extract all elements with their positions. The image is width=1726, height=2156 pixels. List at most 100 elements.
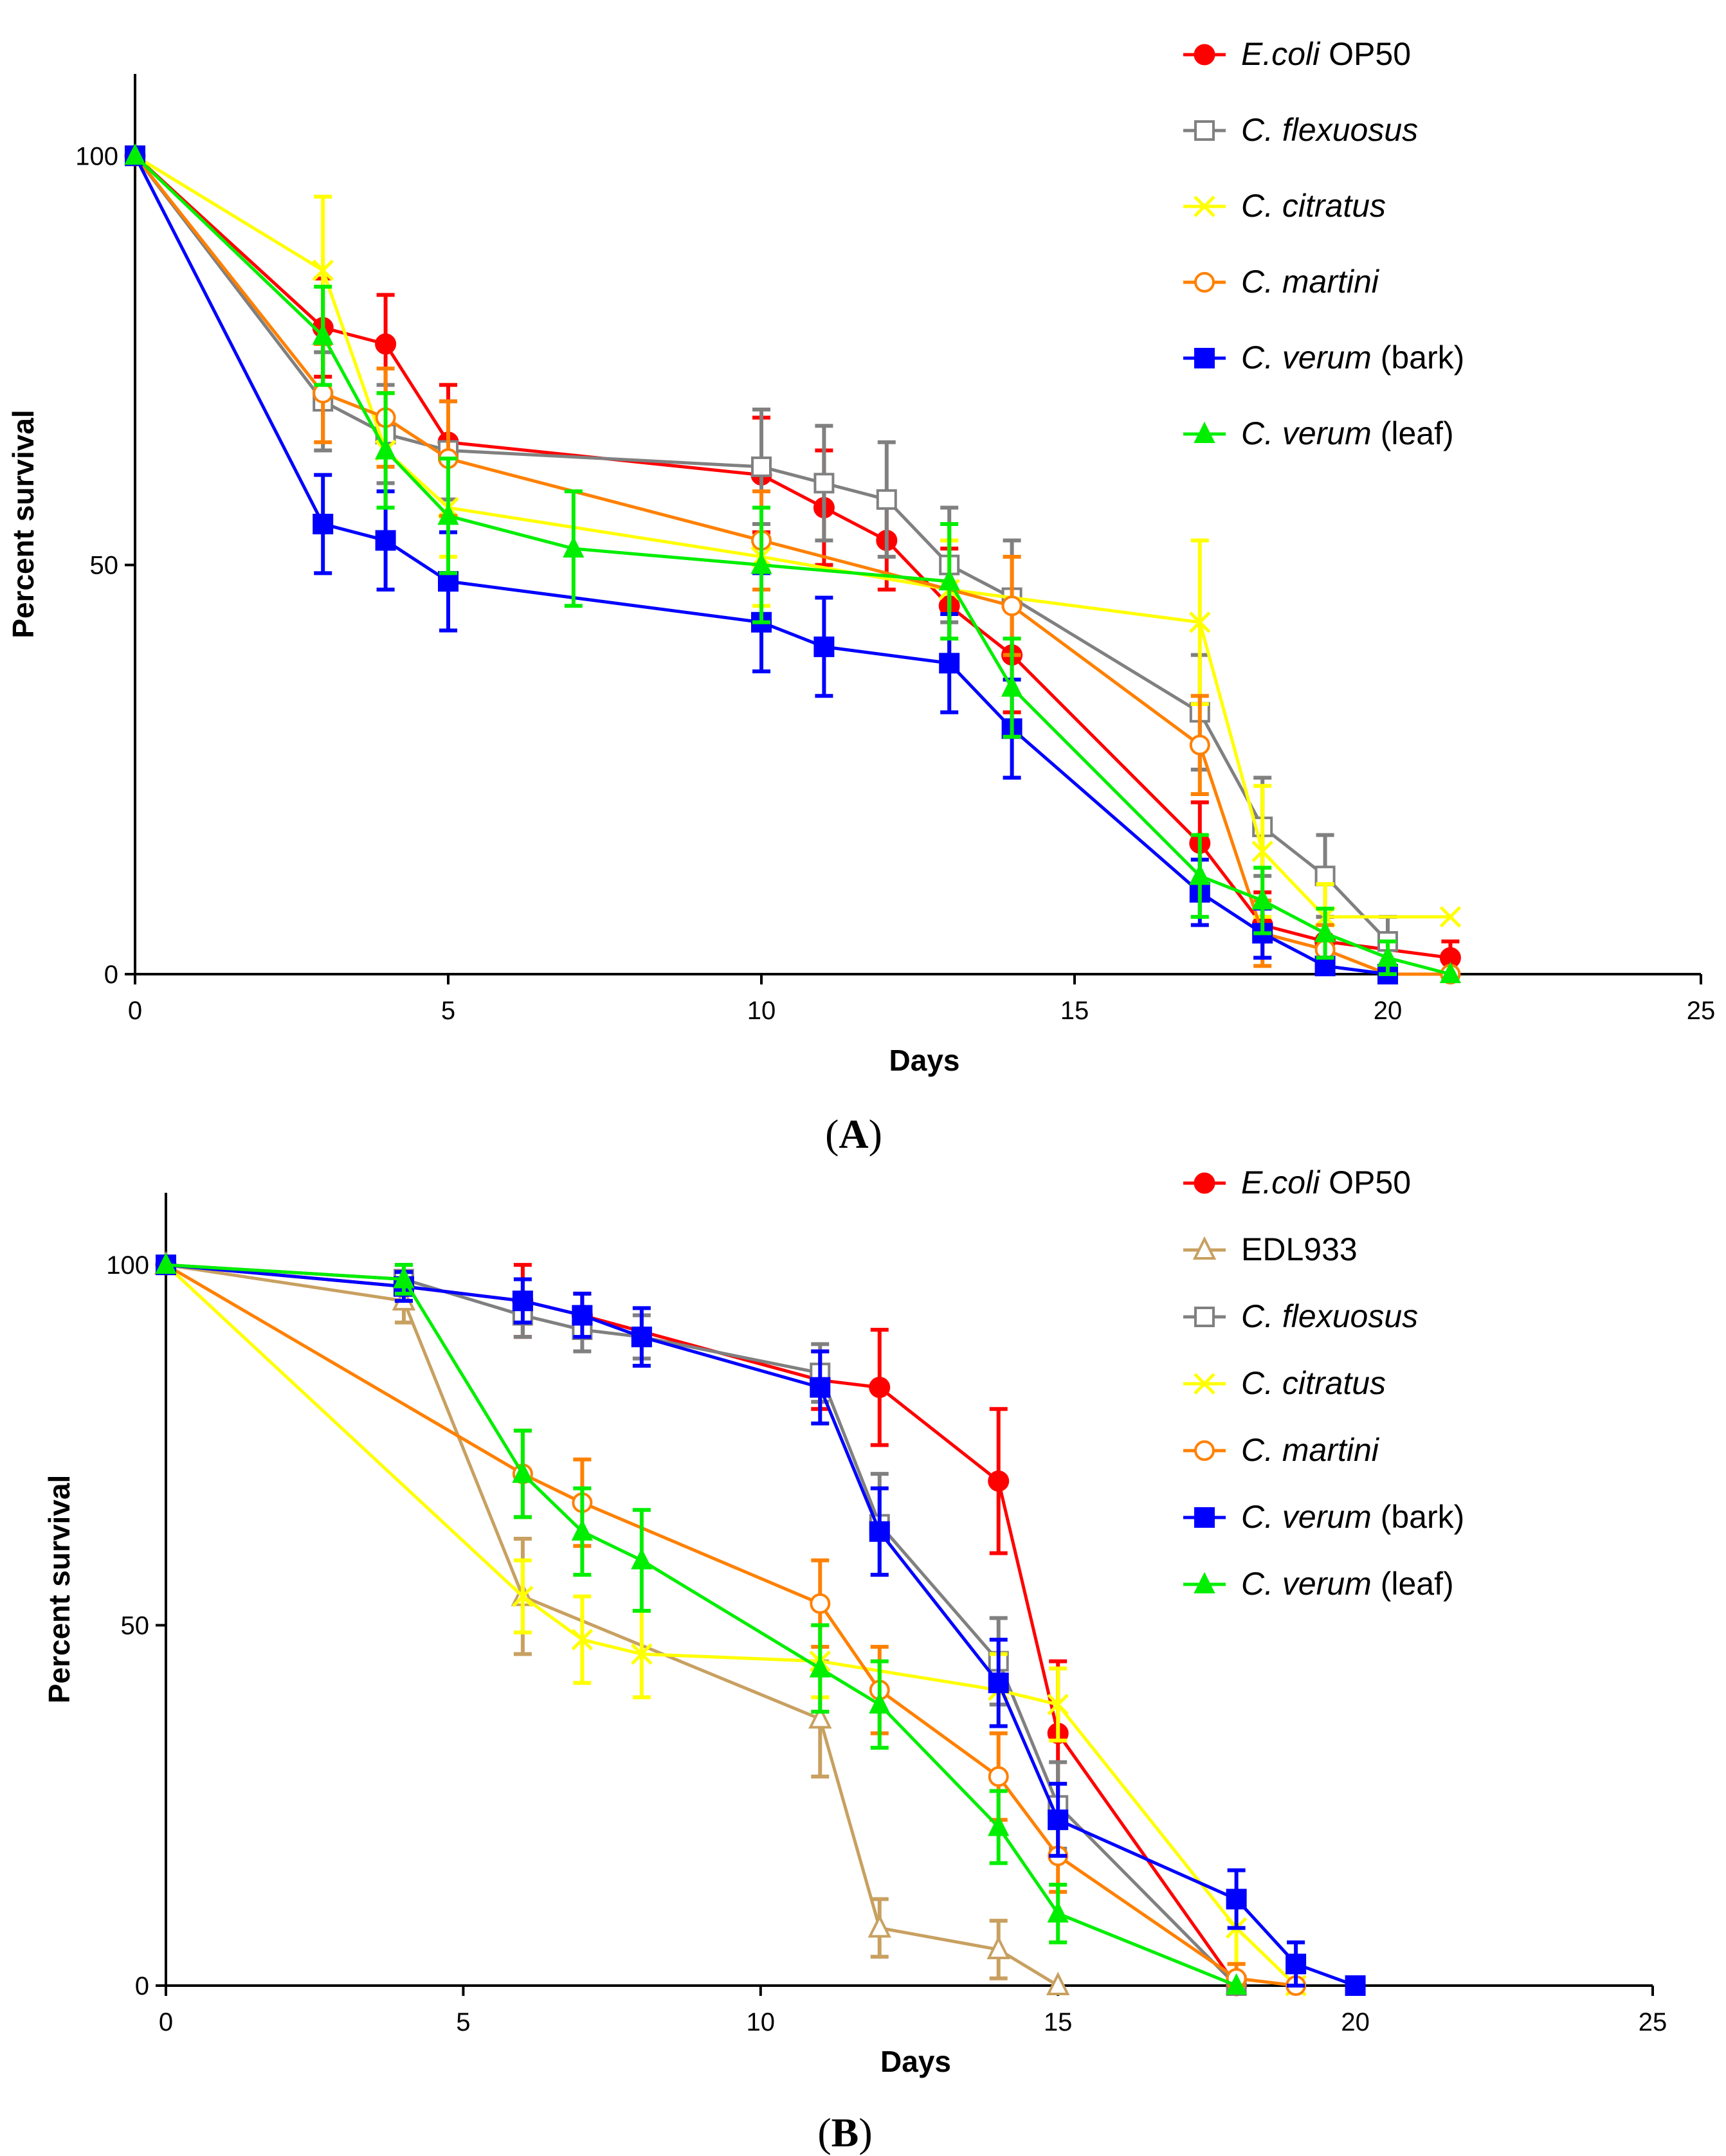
data-point	[988, 1672, 1009, 1694]
legend-label: C. flexuosus	[1241, 1298, 1418, 1334]
series-0	[155, 1254, 1248, 1997]
data-point	[312, 323, 334, 345]
data-point	[988, 1470, 1010, 1492]
y-tick-label: 50	[90, 552, 119, 580]
series-line	[165, 1263, 1238, 1987]
data-point	[512, 1291, 533, 1312]
x-tick-label: 25	[1639, 2008, 1667, 2036]
data-point	[124, 143, 146, 165]
x-tick-label: 5	[456, 2008, 470, 2036]
x-tick-label: 20	[1374, 997, 1403, 1025]
data-point	[1226, 1889, 1247, 1910]
series-line	[165, 1264, 1297, 1987]
data-point	[631, 1643, 653, 1665]
legend-label: E.coli OP50	[1241, 36, 1411, 72]
data-point	[988, 1766, 1009, 1787]
data-point	[1047, 1694, 1069, 1716]
legend-marker	[1194, 1172, 1215, 1194]
legend-marker	[1194, 1373, 1215, 1395]
series-line	[165, 1263, 1059, 1988]
legend-label: C. verum (bark)	[1241, 340, 1464, 376]
x-tick-label: 15	[1044, 2008, 1073, 2036]
legend-marker	[1194, 1507, 1215, 1528]
legend: E.coli OP50 C. flexuosus C. citratus C. mar…	[1183, 36, 1464, 451]
data-point	[1048, 1809, 1069, 1831]
legend-marker	[1194, 44, 1215, 66]
data-point	[375, 333, 397, 355]
y-axis-title: Percent survival	[42, 1475, 76, 1703]
data-point	[810, 1593, 831, 1614]
y-tick-label: 100	[106, 1251, 149, 1280]
data-point	[1439, 961, 1462, 983]
data-point	[1226, 1973, 1248, 1995]
x-tick-label: 10	[747, 997, 776, 1025]
data-point	[938, 568, 960, 591]
data-point	[631, 1327, 652, 1348]
data-point	[869, 1521, 890, 1542]
data-point	[810, 1377, 831, 1398]
x-axis-title: Days	[889, 1044, 960, 1077]
series-line	[165, 1263, 1237, 1988]
data-point	[572, 1305, 593, 1326]
data-point	[1251, 888, 1273, 910]
data-point	[1189, 734, 1210, 756]
x-tick-label: 0	[128, 997, 142, 1025]
data-point	[393, 1267, 415, 1289]
data-point	[1189, 611, 1211, 633]
y-tick-label: 0	[135, 1972, 149, 2000]
series-4	[156, 1255, 1307, 1996]
panel-label: (B)	[817, 2110, 872, 2155]
data-point	[571, 1629, 594, 1651]
data-point	[155, 1252, 177, 1274]
x-tick-label: 20	[1341, 2008, 1370, 2036]
data-point	[1314, 921, 1336, 943]
data-point	[563, 536, 585, 558]
legend-label: C. verum (leaf)	[1241, 1566, 1454, 1602]
data-point	[876, 489, 897, 510]
data-point	[868, 1914, 891, 1938]
data-point	[988, 1815, 1010, 1836]
data-point	[1001, 675, 1023, 697]
data-point	[374, 438, 397, 460]
series-5	[156, 1255, 1366, 1996]
data-point	[1047, 1901, 1069, 1923]
legend-label: C. verum (bark)	[1241, 1499, 1464, 1535]
y-tick-label: 50	[121, 1612, 150, 1640]
panel-b: 0 5 10 15 20 25 0 50 100 Days Percent survival E.co…	[42, 1164, 1667, 2155]
legend-marker	[1194, 421, 1215, 443]
legend-marker	[1194, 1307, 1215, 1327]
data-point	[750, 552, 772, 574]
data-point	[869, 1692, 891, 1714]
legend-marker	[1192, 1236, 1217, 1260]
legend-marker	[1194, 272, 1215, 293]
data-point	[986, 1935, 1010, 1959]
data-point	[813, 473, 835, 494]
legend-marker	[1194, 348, 1215, 368]
data-point	[437, 503, 459, 525]
data-point	[809, 1656, 831, 1678]
series-line	[133, 155, 1388, 976]
legend-marker	[1194, 1440, 1215, 1461]
data-point	[313, 514, 334, 534]
x-tick-label: 0	[159, 2008, 173, 2036]
x-tick-label: 25	[1687, 997, 1716, 1025]
series-line	[165, 1263, 1356, 1988]
data-point	[571, 1519, 593, 1541]
data-point	[1251, 840, 1273, 862]
y-axis-title: Percent survival	[6, 410, 40, 638]
data-point	[1189, 864, 1211, 885]
data-point	[1001, 595, 1022, 617]
data-point	[1046, 1971, 1070, 1995]
legend: E.coli OP50 EDL933 C. flexuosus C. citratus…	[1183, 1164, 1464, 1602]
series-6	[155, 1252, 1248, 1995]
data-point	[631, 1548, 653, 1570]
data-point	[808, 1705, 832, 1729]
data-point	[813, 636, 835, 657]
data-point	[751, 456, 772, 477]
y-tick-label: 100	[75, 142, 118, 170]
x-tick-label: 15	[1060, 997, 1089, 1025]
legend-marker	[1194, 195, 1215, 217]
data-point	[1439, 906, 1462, 928]
data-point	[512, 1461, 534, 1483]
